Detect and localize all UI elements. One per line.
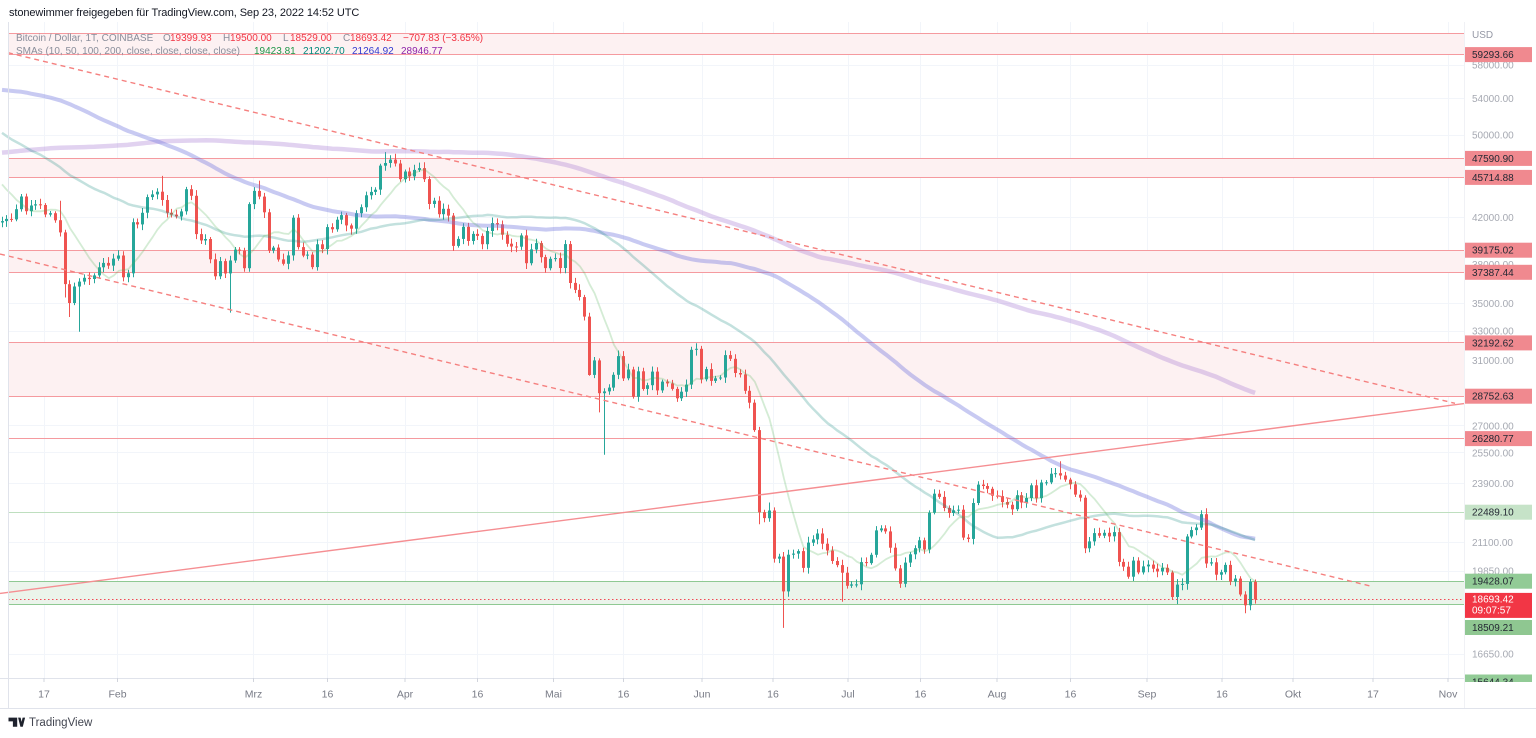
svg-text:Feb: Feb: [108, 689, 126, 701]
svg-text:22489.10: 22489.10: [1472, 508, 1514, 519]
svg-text:19428.07: 19428.07: [1472, 577, 1514, 588]
svg-text:16650.00: 16650.00: [1472, 650, 1514, 661]
svg-text:21100.00: 21100.00: [1472, 538, 1513, 549]
svg-text:09:07:57: 09:07:57: [1472, 605, 1511, 616]
svg-text:26280.77: 26280.77: [1472, 434, 1514, 445]
svg-text:16: 16: [915, 689, 927, 701]
svg-text:23900.00: 23900.00: [1472, 479, 1514, 490]
svg-text:28946.77: 28946.77: [401, 46, 443, 57]
svg-text:Mrz: Mrz: [245, 689, 263, 701]
svg-text:18693.42: 18693.42: [350, 33, 392, 44]
svg-text:SMAs (10, 50, 100, 200, close,: SMAs (10, 50, 100, 200, close, close, cl…: [16, 46, 240, 57]
svg-text:31000.00: 31000.00: [1472, 356, 1514, 367]
svg-text:Mai: Mai: [545, 689, 562, 701]
svg-text:21202.70: 21202.70: [303, 46, 345, 57]
svg-text:47590.90: 47590.90: [1472, 154, 1514, 165]
svg-text:−707.83 (−3.65%): −707.83 (−3.65%): [403, 33, 483, 44]
svg-text:37387.44: 37387.44: [1472, 268, 1514, 279]
svg-text:58000.00: 58000.00: [1472, 61, 1514, 72]
svg-text:Okt: Okt: [1285, 689, 1301, 701]
svg-text:Nov: Nov: [1439, 689, 1458, 701]
svg-text:19500.00: 19500.00: [230, 33, 272, 44]
svg-text:Jul: Jul: [841, 689, 854, 701]
svg-text:16: 16: [322, 689, 334, 701]
svg-text:TradingView: TradingView: [29, 717, 93, 729]
svg-text:19423.81: 19423.81: [254, 46, 296, 57]
svg-text:17: 17: [1367, 689, 1379, 701]
svg-text:19850.00: 19850.00: [1472, 567, 1514, 578]
svg-text:54000.00: 54000.00: [1472, 94, 1514, 105]
svg-text:O: O: [163, 33, 171, 44]
svg-text:19399.93: 19399.93: [170, 33, 212, 44]
svg-text:H: H: [223, 33, 230, 44]
svg-text:42000.00: 42000.00: [1472, 213, 1514, 224]
svg-text:35000.00: 35000.00: [1472, 299, 1514, 310]
svg-text:21264.92: 21264.92: [352, 46, 394, 57]
svg-text:18529.00: 18529.00: [290, 33, 332, 44]
svg-text:stonewimmer freigegeben für Tr: stonewimmer freigegeben für TradingView.…: [9, 7, 359, 19]
svg-text:C: C: [343, 33, 350, 44]
svg-text:33000.00: 33000.00: [1472, 327, 1514, 338]
svg-text:15644.34: 15644.34: [1472, 678, 1514, 689]
svg-text:Apr: Apr: [397, 689, 414, 701]
svg-text:50000.00: 50000.00: [1472, 131, 1514, 142]
svg-text:16: 16: [767, 689, 779, 701]
svg-text:Jun: Jun: [694, 689, 711, 701]
svg-text:Sep: Sep: [1138, 689, 1157, 701]
svg-text:27000.00: 27000.00: [1472, 421, 1514, 432]
svg-text:USD: USD: [1472, 30, 1493, 41]
svg-text:45714.88: 45714.88: [1472, 173, 1514, 184]
svg-text:28752.63: 28752.63: [1472, 392, 1514, 403]
svg-text:Bitcoin / Dollar, 1T, COINBASE: Bitcoin / Dollar, 1T, COINBASE: [16, 33, 154, 44]
svg-text:Aug: Aug: [988, 689, 1007, 701]
svg-text:59293.66: 59293.66: [1472, 50, 1514, 61]
svg-text:32192.62: 32192.62: [1472, 338, 1514, 349]
svg-text:17: 17: [38, 689, 50, 701]
svg-text:25500.00: 25500.00: [1472, 448, 1514, 459]
svg-text:18693.42: 18693.42: [1472, 594, 1514, 605]
svg-text:16: 16: [1065, 689, 1077, 701]
svg-text:16: 16: [472, 689, 484, 701]
svg-text:L: L: [283, 33, 289, 44]
svg-text:16: 16: [618, 689, 630, 701]
svg-text:18509.21: 18509.21: [1472, 623, 1514, 634]
svg-text:16: 16: [1216, 689, 1228, 701]
svg-text:39175.02: 39175.02: [1472, 246, 1514, 257]
